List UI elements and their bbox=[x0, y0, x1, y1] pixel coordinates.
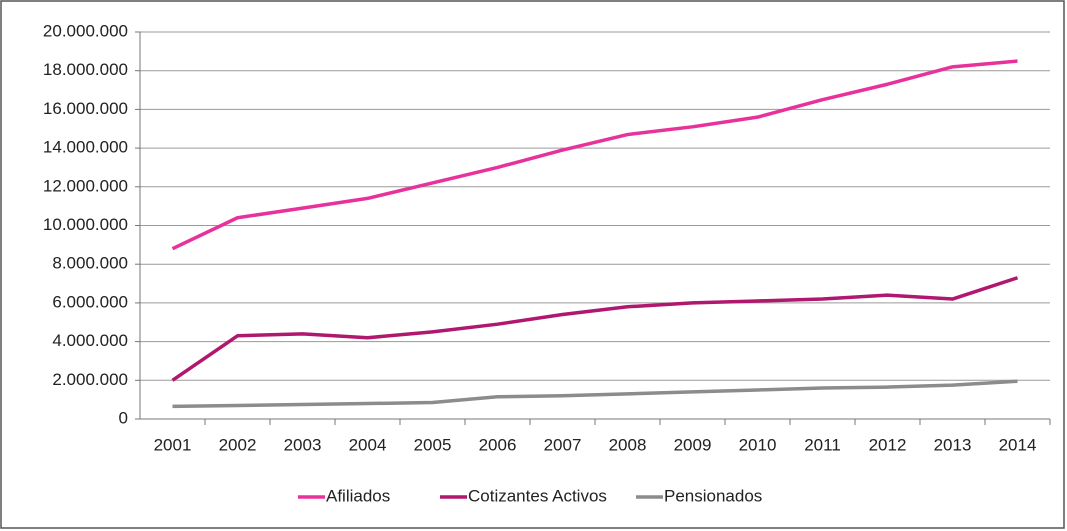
x-tick-label: 2006 bbox=[479, 435, 517, 454]
series-line bbox=[171, 276, 1019, 382]
x-tick-label: 2014 bbox=[999, 435, 1037, 454]
y-tick-label: 8.000.000 bbox=[52, 254, 128, 273]
y-tick-label: 12.000.000 bbox=[43, 176, 128, 195]
y-tick-label: 14.000.000 bbox=[43, 138, 128, 157]
y-tick-label: 6.000.000 bbox=[52, 292, 128, 311]
y-tick-label: 18.000.000 bbox=[43, 60, 128, 79]
x-tick-label: 2007 bbox=[544, 435, 582, 454]
x-tick-label: 2010 bbox=[739, 435, 777, 454]
series-line bbox=[172, 379, 1018, 409]
series-line bbox=[171, 59, 1018, 251]
x-tick-label: 2001 bbox=[154, 435, 192, 454]
legend-label: Cotizantes Activos bbox=[468, 486, 607, 505]
legend-label: Afiliados bbox=[326, 486, 390, 505]
x-tick-label: 2009 bbox=[674, 435, 712, 454]
y-tick-label: 4.000.000 bbox=[52, 331, 128, 350]
y-tick-label: 2.000.000 bbox=[52, 370, 128, 389]
y-tick-label: 0 bbox=[119, 408, 128, 427]
x-tick-label: 2013 bbox=[934, 435, 972, 454]
x-tick-label: 2002 bbox=[219, 435, 257, 454]
x-tick-label: 2005 bbox=[414, 435, 452, 454]
x-tick-label: 2008 bbox=[609, 435, 647, 454]
x-tick-label: 2004 bbox=[349, 435, 387, 454]
x-tick-label: 2011 bbox=[804, 435, 841, 454]
y-tick-label: 16.000.000 bbox=[43, 99, 128, 118]
y-tick-label: 20.000.000 bbox=[43, 21, 128, 40]
x-tick-label: 2012 bbox=[869, 435, 907, 454]
x-tick-label: 2003 bbox=[284, 435, 322, 454]
y-tick-label: 10.000.000 bbox=[43, 215, 128, 234]
legend-label: Pensionados bbox=[664, 486, 762, 505]
